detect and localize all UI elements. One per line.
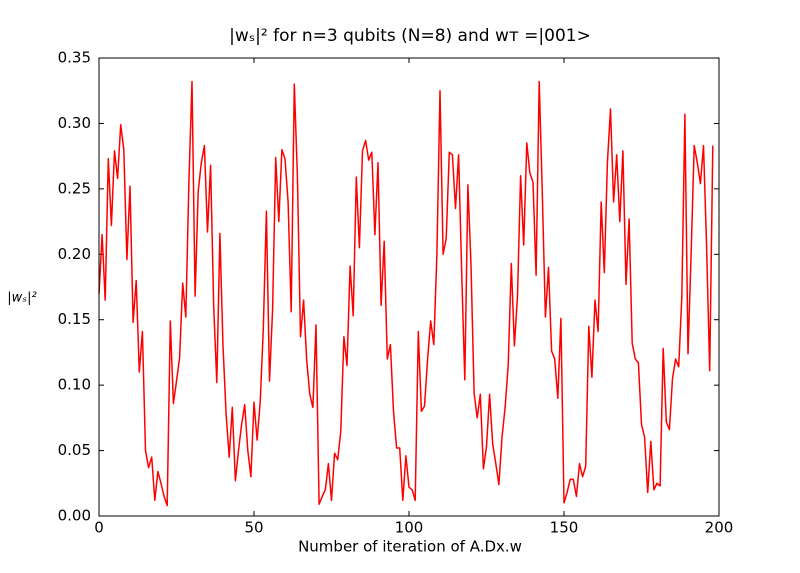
x-tick-label: 100 [395,519,424,537]
plot-frame [98,57,720,517]
y-axis-label: |wₛ|² [7,291,36,306]
y-tick-label: 0.25 [58,179,91,197]
y-tick-label: 0.30 [58,114,91,132]
x-tick-label: 50 [244,519,263,537]
x-tick-label: 0 [94,519,104,537]
chart-title: |wₛ|² for n=3 qubits (N=8) and wᴛ =|001> [229,26,591,46]
y-tick-label: 0.20 [58,245,91,263]
data-line [98,80,714,507]
x-tick-label: 200 [705,519,734,537]
y-tick-label: 0.00 [58,507,91,525]
y-tick-label: 0.15 [58,310,91,328]
y-tick-label: 0.10 [58,376,91,394]
y-tick-label: 0.05 [58,441,91,459]
x-tick-label: 150 [550,519,579,537]
y-tick-label: 0.35 [58,49,91,67]
x-axis-label: Number of iteration of A.Dx.w [298,538,522,556]
